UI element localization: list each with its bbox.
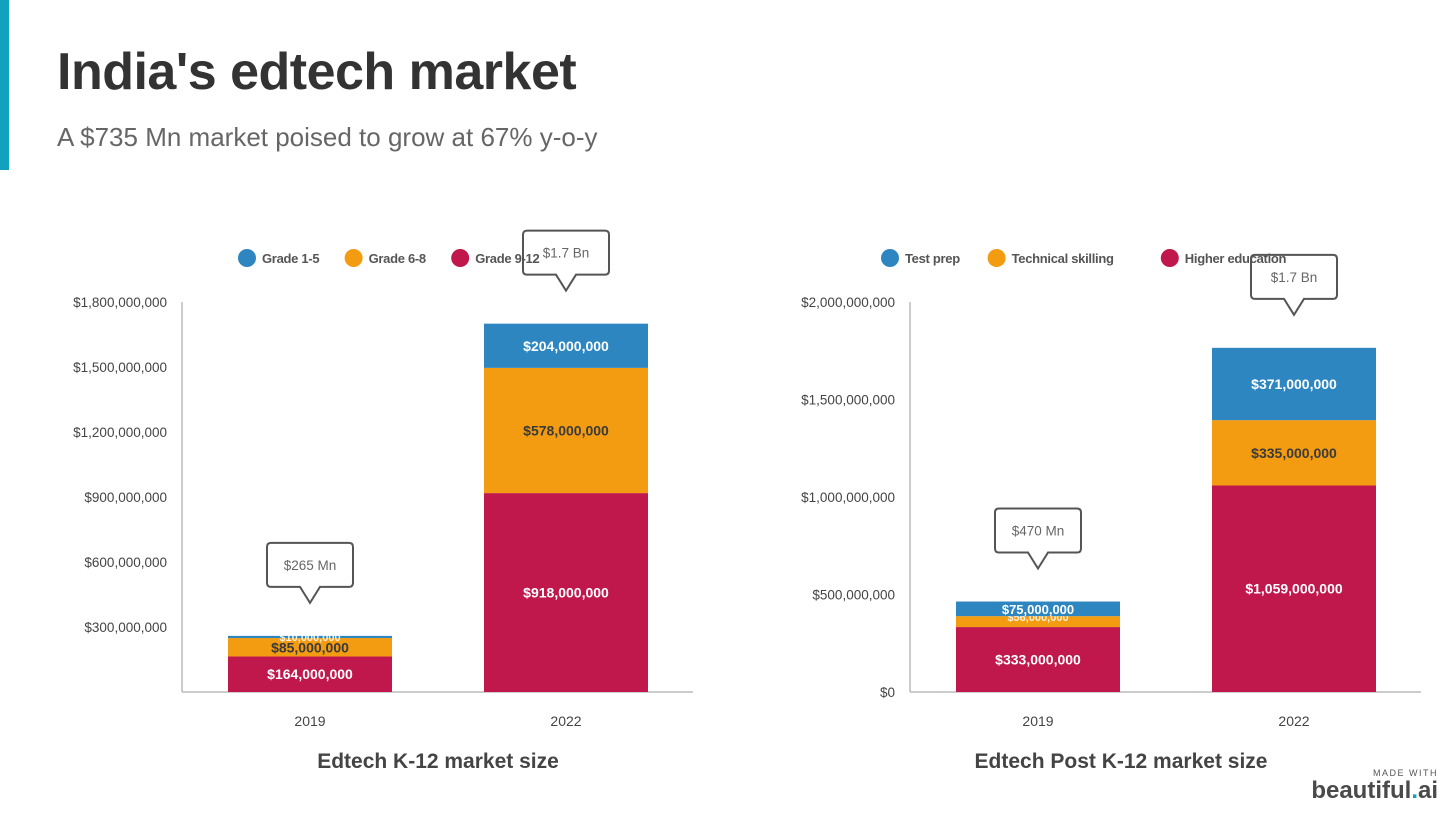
- k12-xtick-label: 2022: [550, 713, 581, 729]
- k12-callout: $265 Mn: [266, 541, 354, 605]
- k12-legend-swatch: [344, 249, 363, 267]
- postk12-ytick-label: $1,000,000,000: [801, 490, 895, 505]
- k12-bar-segment: [484, 493, 648, 692]
- k12-bar-segment: [484, 367, 648, 494]
- postk12-xtick-label: 2022: [1278, 713, 1309, 729]
- k12-ytick-label: $1,500,000,000: [73, 360, 167, 375]
- k12-callout-bubble: [266, 541, 354, 605]
- postk12-callout: $1.7 Bn: [1250, 253, 1338, 317]
- postk12-bar-segment: [1212, 420, 1376, 486]
- k12-bar-segment: [228, 656, 392, 692]
- chart-post-k12: $0 $500,000,000 $1,000,000,000 $1,500,000,0…: [801, 249, 1421, 729]
- chart-k12-caption: Edtech K-12 market size: [317, 750, 559, 773]
- postk12-ytick-label: $0: [880, 685, 895, 700]
- postk12-data-label: $1,059,000,000: [1245, 581, 1343, 597]
- postk12-data-label: $335,000,000: [1251, 445, 1337, 461]
- k12-legend-swatch: [451, 249, 470, 267]
- k12-callout-text: $1.7 Bn: [543, 246, 590, 261]
- k12-data-label: $164,000,000: [267, 666, 353, 682]
- postk12-data-label: $75,000,000: [1002, 602, 1074, 617]
- postk12-xtick-label: 2019: [1022, 713, 1053, 729]
- chart-post-k12-caption: Edtech Post K-12 market size: [974, 750, 1268, 773]
- postk12-callout-bubble: [1250, 253, 1338, 317]
- logo-end: ai: [1417, 777, 1438, 804]
- k12-legend-label: Grade 9-12: [475, 251, 539, 266]
- postk12-callout-text: $470 Mn: [1012, 524, 1065, 539]
- k12-callout: $1.7 Bn: [522, 229, 610, 293]
- chart-k12: $300,000,000 $600,000,000 $900,000,000 $1,2…: [73, 229, 693, 729]
- k12-data-label: $918,000,000: [523, 585, 609, 601]
- k12-callout-bubble: [522, 229, 610, 293]
- k12-xtick-label: 2019: [294, 713, 325, 729]
- k12-legend-label: Grade 6-8: [369, 251, 426, 266]
- k12-data-label: $10,000,000: [279, 632, 340, 644]
- k12-ytick-label: $1,200,000,000: [73, 425, 167, 440]
- postk12-legend-label: Technical skilling: [1012, 251, 1114, 266]
- postk12-legend-swatch: [1160, 249, 1179, 267]
- page-title: India's edtech market: [57, 43, 577, 101]
- postk12-callout: $470 Mn: [994, 507, 1082, 571]
- postk12-bar-segment: [956, 616, 1120, 628]
- k12-ytick-label: $1,800,000,000: [73, 295, 167, 310]
- k12-bar-segment: [484, 323, 648, 368]
- postk12-legend-label: Test prep: [905, 251, 960, 266]
- logo-main: beautiful: [1311, 777, 1412, 804]
- made-with-label: MADE WITH: [1373, 768, 1438, 778]
- postk12-legend-swatch: [987, 249, 1006, 267]
- postk12-callout-text: $1.7 Bn: [1271, 270, 1318, 285]
- k12-data-label: $85,000,000: [271, 639, 349, 655]
- postk12-bar-segment: [1212, 485, 1376, 692]
- postk12-ytick-label: $2,000,000,000: [801, 295, 895, 310]
- postk12-bar-segment: [956, 627, 1120, 692]
- k12-data-label: $578,000,000: [523, 422, 609, 438]
- k12-ytick-label: $900,000,000: [84, 490, 167, 505]
- postk12-bar-segment: [956, 601, 1120, 617]
- postk12-legend-label: Higher education: [1185, 251, 1287, 266]
- k12-legend-label: Grade 1-5: [262, 251, 319, 266]
- branding: MADE WITH beautiful.ai: [1311, 768, 1438, 804]
- k12-bar-segment: [228, 638, 392, 657]
- brand-logo: beautiful.ai: [1311, 778, 1438, 804]
- k12-callout-text: $265 Mn: [284, 558, 337, 573]
- k12-bar-segment: [228, 635, 392, 639]
- postk12-data-label: $333,000,000: [995, 652, 1081, 668]
- logo-dot: .: [1411, 777, 1418, 804]
- k12-legend-swatch: [238, 249, 256, 267]
- postk12-legend-swatch: [881, 249, 899, 267]
- postk12-ytick-label: $500,000,000: [812, 588, 895, 603]
- postk12-bar-segment: [1212, 347, 1376, 421]
- postk12-data-label: $371,000,000: [1251, 376, 1337, 392]
- k12-ytick-label: $300,000,000: [84, 620, 167, 635]
- postk12-callout-bubble: [994, 507, 1082, 571]
- k12-ytick-label: $600,000,000: [84, 555, 167, 570]
- k12-data-label: $204,000,000: [523, 338, 609, 354]
- postk12-ytick-label: $1,500,000,000: [801, 393, 895, 408]
- accent-bar: [0, 0, 9, 170]
- page-subtitle: A $735 Mn market poised to grow at 67% y…: [57, 122, 598, 152]
